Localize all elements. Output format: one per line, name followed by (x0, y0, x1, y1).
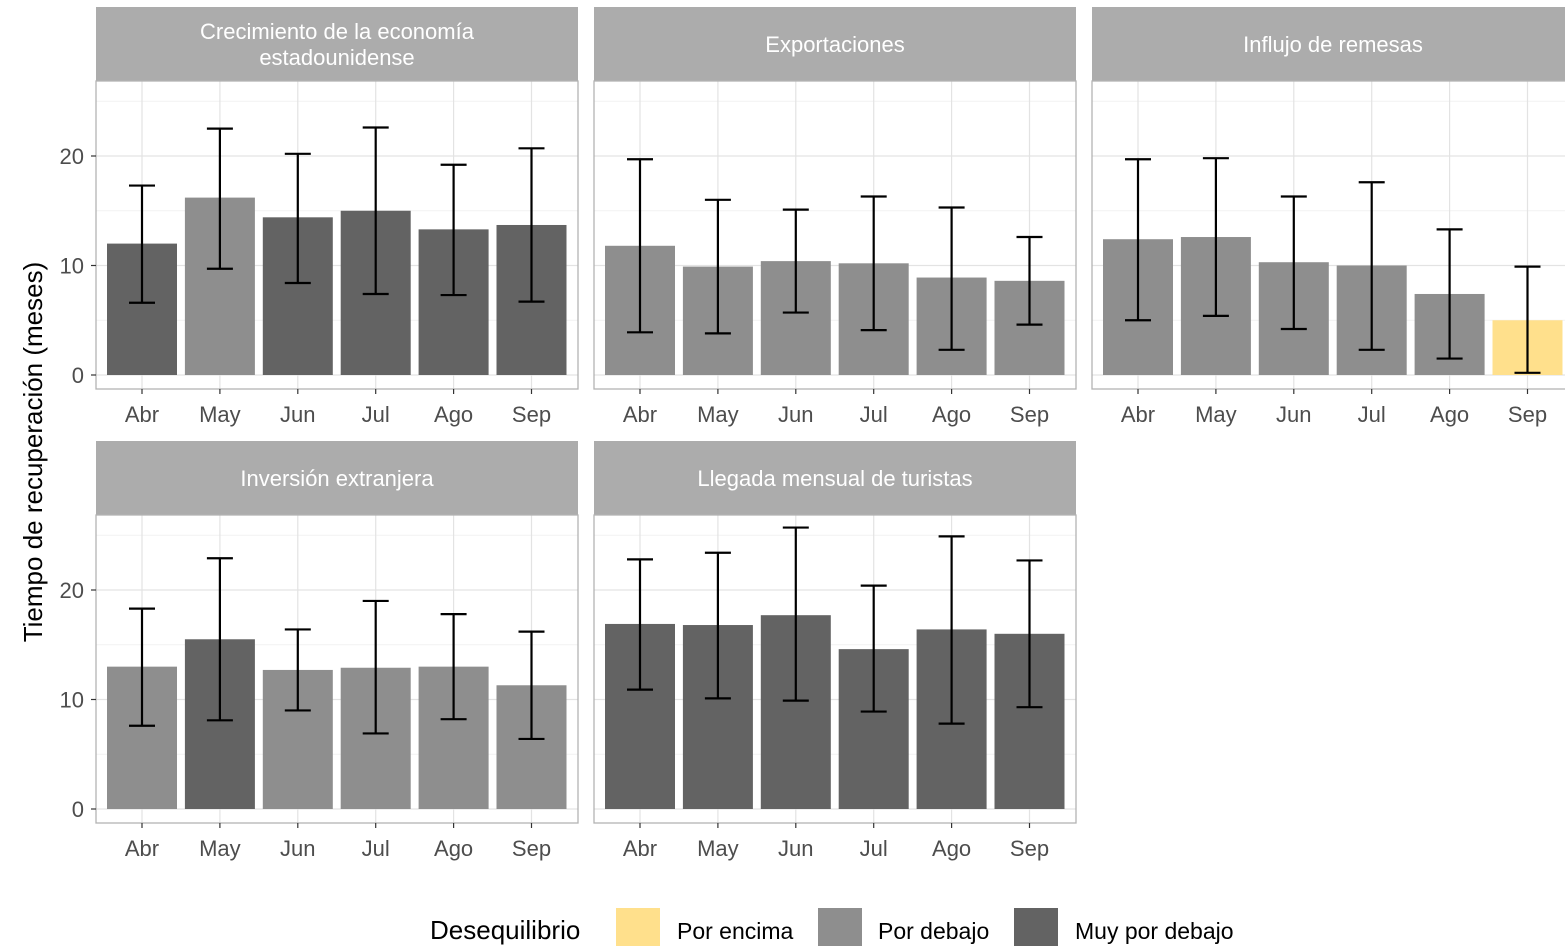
panel-strip (96, 7, 578, 81)
x-tick-label: Sep (1010, 402, 1049, 427)
y-tick-label: 20 (60, 578, 84, 603)
legend: Desequilibrio Por encima Por debajo Muy po… (430, 908, 1234, 946)
x-tick-label: Jun (280, 402, 315, 427)
panel-title: Llegada mensual de turistas (697, 466, 972, 491)
x-tick-label: Jul (860, 402, 888, 427)
x-tick-label: Jun (778, 836, 813, 861)
panel: Inversión extranjera Abr May Jun Jul Ago Sep 0 1… (60, 441, 579, 861)
x-tick-label: Jun (280, 836, 315, 861)
panel-title: Inversión extranjera (240, 466, 434, 491)
legend-key (616, 908, 660, 946)
panel-border (95, 514, 579, 824)
x-tick-label: Jun (1276, 402, 1311, 427)
y-tick-label: 10 (60, 688, 84, 713)
x-tick-label: Jul (1358, 402, 1386, 427)
x-tick-label: Ago (932, 402, 971, 427)
panel: Exportaciones Abr May Jun Jul Ago Sep (593, 7, 1077, 427)
x-tick-label: Abr (125, 402, 159, 427)
legend-key (1014, 908, 1058, 946)
y-axis-label: Tiempo de recuperación (meses) (18, 262, 48, 643)
panel-title: estadounidense (259, 45, 414, 70)
y-tick-label: 10 (60, 254, 84, 279)
y-tick-label: 0 (72, 797, 84, 822)
x-tick-label: Abr (125, 836, 159, 861)
x-tick-label: Abr (1121, 402, 1155, 427)
y-tick-label: 0 (72, 363, 84, 388)
panel-strip (594, 7, 1076, 81)
x-tick-label: Ago (434, 402, 473, 427)
x-tick-label: May (697, 836, 739, 861)
panel: Llegada mensual de turistas Abr May Jun Jul A… (593, 441, 1077, 861)
x-tick-label: May (199, 836, 241, 861)
legend-label: Muy por debajo (1075, 918, 1234, 944)
panel: Crecimiento de la economíaestadounidense… (60, 7, 579, 427)
panel-title: Influjo de remesas (1243, 32, 1423, 57)
x-tick-label: Abr (623, 402, 657, 427)
x-tick-label: May (1195, 402, 1237, 427)
x-tick-label: Sep (1508, 402, 1547, 427)
panel: Influjo de remesas Abr May Jun Jul Ago Sep (1091, 7, 1565, 427)
x-tick-label: Ago (932, 836, 971, 861)
y-tick-label: 20 (60, 144, 84, 169)
legend-key (818, 908, 862, 946)
legend-label: Por debajo (878, 918, 989, 944)
panel-border (95, 80, 579, 390)
panel-strip (96, 441, 578, 515)
legend-label: Por encima (677, 918, 794, 944)
x-tick-label: Ago (1430, 402, 1469, 427)
panel-border (593, 80, 1077, 390)
x-tick-label: May (697, 402, 739, 427)
x-tick-label: Sep (512, 402, 551, 427)
panel-title: Exportaciones (765, 32, 904, 57)
x-tick-label: Sep (1010, 836, 1049, 861)
x-tick-label: Jul (860, 836, 888, 861)
panel-border (1091, 80, 1565, 390)
panels: Crecimiento de la economíaestadounidense… (60, 7, 1565, 861)
x-tick-label: Ago (434, 836, 473, 861)
panel-border (593, 514, 1077, 824)
x-tick-label: Jul (362, 402, 390, 427)
x-tick-label: Jun (778, 402, 813, 427)
x-tick-label: Sep (512, 836, 551, 861)
panel-strip (1092, 7, 1565, 81)
x-tick-label: Abr (623, 836, 657, 861)
panel-title: Crecimiento de la economía (200, 19, 475, 44)
legend-title: Desequilibrio (430, 915, 580, 945)
x-tick-label: May (199, 402, 241, 427)
panel-strip (594, 441, 1076, 515)
x-tick-label: Jul (362, 836, 390, 861)
